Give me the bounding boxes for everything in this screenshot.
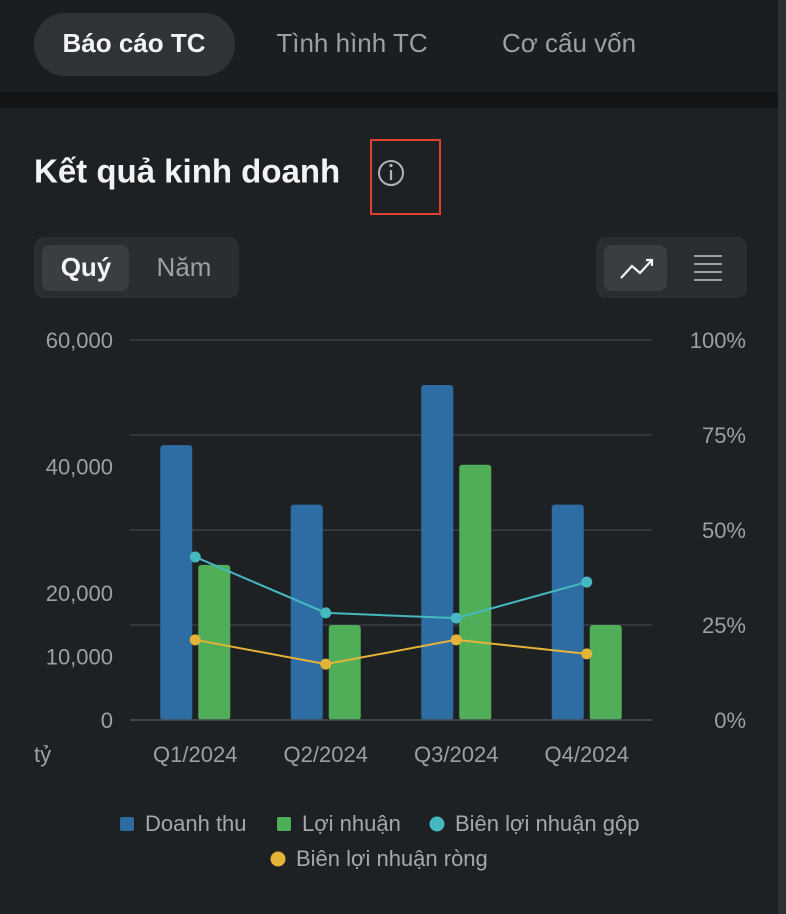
y-tick-label: 40,000 [46, 454, 113, 479]
tab[interactable]: Báo cáo TC [62, 28, 205, 58]
tab[interactable]: Tình hình TC [276, 28, 427, 58]
active-period-pill [42, 245, 129, 291]
x-tick-label: Q4/2024 [545, 742, 629, 767]
section-title: Kết quả kinh doanh [34, 153, 340, 190]
legend-label[interactable]: Doanh thu [145, 811, 247, 836]
info-icon[interactable] [378, 160, 404, 186]
active-tab-pill [34, 13, 235, 76]
right-edge [778, 0, 786, 914]
bar [160, 445, 193, 720]
line-point [320, 658, 332, 670]
line-point [581, 648, 593, 660]
trend-icon [620, 259, 653, 279]
y2-tick-label: 50% [702, 518, 746, 543]
y2-tick-label: 0% [714, 708, 746, 733]
bar [421, 384, 454, 720]
highlight-box [370, 139, 441, 215]
period-option[interactable]: Quý [61, 252, 112, 282]
legend-marker [270, 851, 286, 867]
x-tick-label: Q1/2024 [153, 742, 237, 767]
bar [290, 504, 323, 720]
x-tick-label: Q2/2024 [284, 742, 368, 767]
chart: 0% 25% 50% 75% 100% 0 10,000 20,000 40,000 60,000… [46, 328, 746, 871]
info-circle [378, 160, 404, 186]
y-tick-label: 0 [101, 708, 113, 733]
bar [328, 625, 361, 720]
x-tick-label: Q3/2024 [414, 742, 498, 767]
bar [459, 464, 492, 720]
periods: Quý Năm [42, 245, 211, 291]
line-point [450, 634, 462, 646]
y-unit-label: tỷ [34, 742, 51, 767]
y2-tick-label: 100% [690, 328, 746, 353]
y-tick-label: 10,000 [46, 644, 113, 669]
y-tick-label: 60,000 [46, 328, 113, 353]
line [195, 638, 587, 666]
line-point [320, 607, 332, 619]
y-tick-label: 20,000 [46, 581, 113, 606]
separator [0, 92, 786, 108]
list-view-button[interactable] [694, 255, 722, 281]
legend-label[interactable]: Biên lợi nhuận gộp [455, 811, 639, 836]
y2-tick-label: 75% [702, 423, 746, 448]
legend-label[interactable]: Lợi nhuận [302, 811, 401, 836]
line [194, 556, 588, 620]
info-dot [389, 163, 393, 168]
line-point [189, 551, 201, 563]
legend-label[interactable]: Biên lợi nhuận ròng [296, 846, 488, 871]
line-point [189, 634, 201, 646]
tabs: Báo cáo TC Tình hình TC Cơ cấu vốn [34, 13, 636, 76]
legend-marker [120, 817, 134, 831]
tab[interactable]: Cơ cấu vốn [502, 28, 636, 58]
bar [551, 504, 584, 720]
legend-marker [277, 817, 291, 831]
period-option[interactable]: Năm [157, 252, 212, 282]
line-point [581, 576, 593, 588]
legend-marker [429, 816, 445, 832]
line-point [450, 612, 462, 624]
trend-arrow [646, 258, 654, 266]
bar [589, 625, 622, 720]
y2-tick-label: 25% [702, 613, 746, 638]
